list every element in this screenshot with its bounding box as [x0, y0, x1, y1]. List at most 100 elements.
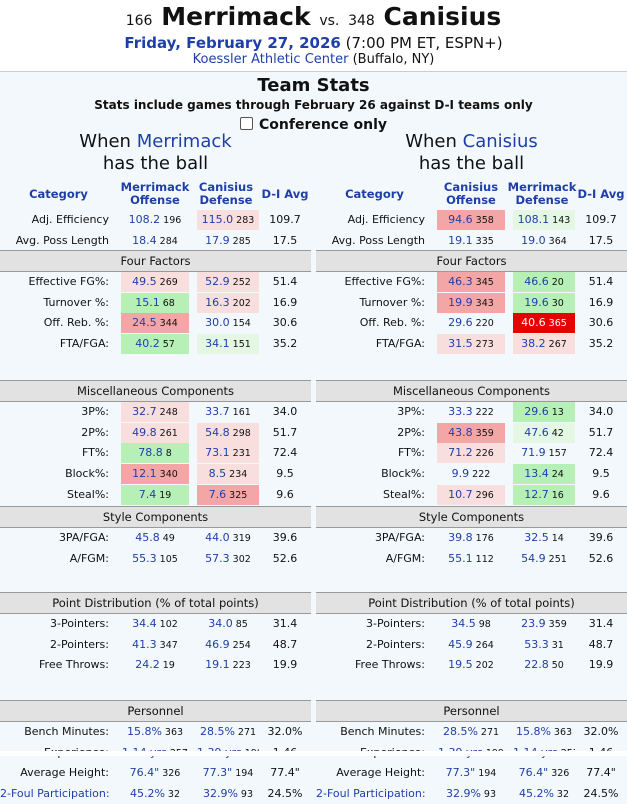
offense-value[interactable]: 10.7: [448, 488, 473, 501]
defense-value[interactable]: 44.0: [205, 531, 230, 544]
offense-value[interactable]: 46.3: [448, 275, 473, 288]
offense-value[interactable]: 32.9%: [445, 787, 481, 800]
defense-value[interactable]: 54.9: [521, 552, 546, 565]
defense-value[interactable]: 32.5: [524, 531, 549, 544]
defense-value[interactable]: 19.6: [524, 296, 549, 309]
defense-value[interactable]: 46.9: [205, 638, 230, 651]
offense-header[interactable]: Canisius Offense: [443, 180, 499, 207]
defense-value[interactable]: 22.8: [524, 658, 549, 671]
defense-value[interactable]: 28.5%: [199, 725, 235, 738]
offense-value[interactable]: 39.8: [448, 531, 473, 544]
defense-value[interactable]: 34.0: [208, 617, 233, 630]
offense-value[interactable]: 45.9: [448, 638, 473, 651]
defense-header[interactable]: Merrimack Defense: [507, 180, 577, 207]
defense-value[interactable]: 13.4: [524, 467, 549, 480]
offense-value[interactable]: 15.1: [135, 296, 160, 309]
offense-value[interactable]: 55.1: [448, 552, 473, 565]
category-header[interactable]: Category: [345, 186, 404, 201]
offense-value[interactable]: 43.8: [448, 426, 473, 439]
defense-value[interactable]: 32.9%: [202, 787, 238, 800]
d1-average: 39.6: [272, 531, 298, 544]
away-team-name[interactable]: Merrimack: [161, 2, 311, 31]
offense-value[interactable]: 19.9: [448, 296, 473, 309]
stat-label[interactable]: 2-Foul Participation:: [316, 784, 433, 804]
offense-value[interactable]: 55.3: [132, 552, 157, 565]
defense-value[interactable]: 38.2: [521, 337, 546, 350]
offense-value[interactable]: 18.4: [132, 234, 157, 247]
defense-value[interactable]: 8.5: [208, 467, 227, 480]
defense-value[interactable]: 115.0: [201, 213, 234, 226]
offense-value[interactable]: 31.5: [448, 337, 473, 350]
d1-avg-header[interactable]: D-I Avg: [261, 186, 309, 201]
d1-avg-header[interactable]: D-I Avg: [577, 186, 625, 201]
offense-value[interactable]: 34.5: [451, 617, 476, 630]
defense-value[interactable]: 19.0: [521, 234, 546, 247]
offense-team-link[interactable]: Merrimack: [136, 131, 232, 152]
home-team-name[interactable]: Canisius: [383, 2, 502, 31]
offense-value[interactable]: 41.3: [132, 638, 157, 651]
offense-value[interactable]: 19.5: [448, 658, 473, 671]
offense-value[interactable]: 29.6: [448, 316, 473, 329]
category-header[interactable]: Category: [29, 186, 88, 201]
offense-value[interactable]: 71.2: [448, 446, 473, 459]
offense-team-link[interactable]: Canisius: [462, 131, 538, 152]
stat-label: 3P%:: [0, 402, 117, 422]
defense-value[interactable]: 29.6: [524, 405, 549, 418]
offense-value[interactable]: 94.6: [448, 213, 473, 226]
defense-value[interactable]: 19.1: [205, 658, 230, 671]
offense-value[interactable]: 77.3": [445, 766, 476, 779]
defense-value[interactable]: 40.6: [521, 316, 546, 329]
offense-value[interactable]: 7.4: [138, 488, 157, 501]
stat-label[interactable]: 2-Foul Participation:: [0, 784, 117, 804]
conference-only-toggle[interactable]: Conference only: [0, 115, 627, 135]
conference-checkbox[interactable]: [240, 117, 253, 130]
stat-label-text: Free Throws:: [355, 658, 425, 671]
defense-value[interactable]: 76.4": [518, 766, 549, 779]
defense-value[interactable]: 47.6: [524, 426, 549, 439]
offense-value[interactable]: 28.5%: [442, 725, 478, 738]
stat-label-text: Avg. Poss Length: [15, 234, 109, 247]
offense-value[interactable]: 49.8: [132, 426, 157, 439]
defense-value[interactable]: 7.6: [208, 488, 227, 501]
defense-value[interactable]: 54.8: [205, 426, 230, 439]
offense-value[interactable]: 40.2: [135, 337, 160, 350]
offense-value[interactable]: 32.7: [132, 405, 157, 418]
defense-value[interactable]: 12.7: [524, 488, 549, 501]
offense-value[interactable]: 45.2%: [129, 787, 165, 800]
defense-value[interactable]: 45.2%: [518, 787, 554, 800]
offense-value[interactable]: 49.5: [132, 275, 157, 288]
offense-value[interactable]: 108.2: [128, 213, 161, 226]
offense-value[interactable]: 15.8%: [126, 725, 162, 738]
defense-value[interactable]: 52.9: [205, 275, 230, 288]
defense-value[interactable]: 53.3: [524, 638, 549, 651]
offense-value[interactable]: 76.4": [129, 766, 160, 779]
offense-value[interactable]: 78.8: [138, 446, 163, 459]
offense-value-cell: 46.3 345: [437, 272, 505, 292]
defense-value[interactable]: 30.0: [205, 316, 230, 329]
defense-value[interactable]: 16.3: [205, 296, 230, 309]
offense-value[interactable]: 24.5: [132, 316, 157, 329]
defense-value[interactable]: 73.1: [205, 446, 230, 459]
defense-value[interactable]: 17.9: [205, 234, 230, 247]
offense-value[interactable]: 19.1: [448, 234, 473, 247]
defense-value[interactable]: 71.9: [521, 446, 546, 459]
defense-value[interactable]: 34.1: [205, 337, 230, 350]
defense-value[interactable]: 46.6: [524, 275, 549, 288]
offense-value[interactable]: 24.2: [135, 658, 160, 671]
defense-value[interactable]: 15.8%: [515, 725, 551, 738]
defense-value[interactable]: 108.1: [517, 213, 550, 226]
offense-value[interactable]: 34.4: [132, 617, 157, 630]
offense-header[interactable]: Merrimack Offense: [120, 180, 190, 207]
arena-link[interactable]: Koessler Athletic Center: [192, 52, 349, 67]
offense-value[interactable]: 33.3: [448, 405, 473, 418]
stat-label-text[interactable]: 2-Foul Participation:: [316, 787, 426, 800]
stat-label-text[interactable]: 2-Foul Participation:: [0, 787, 110, 800]
offense-value[interactable]: 12.1: [132, 467, 157, 480]
defense-header[interactable]: Canisius Defense: [198, 180, 254, 207]
defense-value[interactable]: 23.9: [521, 617, 546, 630]
defense-value[interactable]: 33.7: [205, 405, 230, 418]
offense-value[interactable]: 45.8: [135, 531, 160, 544]
offense-value[interactable]: 9.9: [451, 467, 470, 480]
defense-value[interactable]: 57.3: [205, 552, 230, 565]
defense-value[interactable]: 77.3": [202, 766, 233, 779]
